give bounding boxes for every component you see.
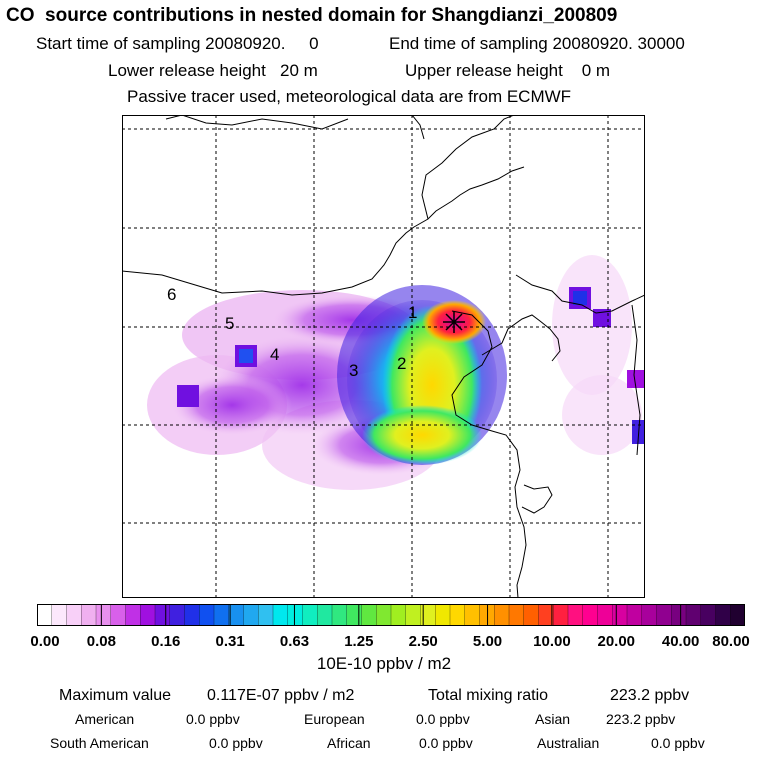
colorbar-tick-label: 10.00 <box>533 633 571 650</box>
colorbar-cell <box>331 604 348 626</box>
region-european-value: 0.0 ppbv <box>416 711 470 727</box>
max-value-label: Maximum value <box>59 687 172 704</box>
colorbar-cell <box>700 604 717 626</box>
colorbar-cell <box>95 604 112 626</box>
grid-lines <box>122 115 645 598</box>
map-marker-1: 1 <box>408 303 417 322</box>
region-american-value: 0.0 ppbv <box>186 711 240 727</box>
colorbar-cell <box>346 604 363 626</box>
region-australian-label: Australian <box>537 735 600 751</box>
colorbar-cell <box>508 604 525 626</box>
colorbar-cells <box>37 604 745 626</box>
colorbar-cell <box>685 604 702 626</box>
colorbar-cell <box>567 604 584 626</box>
region-australian-value: 0.0 ppbv <box>651 735 705 751</box>
colorbar-tick-label: 2.50 <box>408 633 438 650</box>
colorbar-tick-label: 20.00 <box>597 633 636 650</box>
map-marker-2: 2 <box>397 354 406 373</box>
colorbar-tick-label: 1.25 <box>344 633 374 650</box>
colorbar-cell <box>81 604 97 626</box>
colorbar-cell <box>199 604 215 626</box>
colorbar-cell <box>228 604 245 626</box>
map-marker-3: 3 <box>349 361 358 380</box>
colorbar-cell <box>110 604 127 626</box>
colorbar-cell <box>66 604 82 626</box>
colorbar-cell <box>656 604 672 626</box>
colorbar-cell <box>37 604 53 626</box>
colorbar <box>37 604 745 626</box>
colorbar-tick-label: 0.16 <box>151 633 181 650</box>
source-contribution-map: 1 2 3 4 5 6 <box>122 115 645 598</box>
colorbar-cell <box>272 604 289 626</box>
colorbar-cell <box>258 604 274 626</box>
map-marker-6: 6 <box>167 285 176 304</box>
colorbar-cell <box>494 604 510 626</box>
lower-release-label: Lower release height 20 m <box>108 61 318 80</box>
end-time-label: End time of sampling 20080920. 30000 <box>389 34 685 53</box>
colorbar-cell <box>184 604 200 626</box>
colorbar-cell <box>715 604 731 626</box>
region-south-american-value: 0.0 ppbv <box>209 735 263 751</box>
colorbar-cell <box>243 604 259 626</box>
map-frame <box>122 115 645 598</box>
region-american-label: American <box>75 711 135 727</box>
colorbar-cell <box>435 604 451 626</box>
colorbar-cell <box>140 604 156 626</box>
region-south-american-label: South American <box>50 735 149 751</box>
coastline-borders <box>122 115 645 598</box>
start-time-label: Start time of sampling 20080920. 0 <box>36 34 319 53</box>
total-mixing-value: 223.2 ppbv <box>610 687 690 704</box>
colorbar-cell <box>213 604 230 626</box>
colorbar-cell <box>154 604 171 626</box>
region-african-label: African <box>327 735 371 751</box>
colorbar-cell <box>317 604 333 626</box>
region-asian-label: Asian <box>535 711 571 727</box>
tracer-label: Passive tracer used, meteorological data… <box>127 87 572 106</box>
map-marker-5: 5 <box>225 314 234 333</box>
colorbar-cell <box>582 604 599 626</box>
colorbar-cell <box>390 604 407 626</box>
region-european-label: European <box>304 711 365 727</box>
colorbar-cell <box>523 604 540 626</box>
concentration-plume <box>147 255 645 490</box>
colorbar-cell <box>641 604 658 626</box>
colorbar-cell <box>51 604 68 626</box>
colorbar-cell <box>671 604 687 626</box>
colorbar-cell <box>597 604 613 626</box>
colorbar-tick-label: 0.00 <box>30 633 60 650</box>
colorbar-cell <box>730 604 745 626</box>
colorbar-cell <box>405 604 422 626</box>
region-asian-value: 223.2 ppbv <box>606 711 676 727</box>
colorbar-cell <box>553 604 569 626</box>
colorbar-tick-label: 0.31 <box>215 633 245 650</box>
plot-title: CO source contributions in nested domain… <box>6 5 618 26</box>
upper-release-label: Upper release height 0 m <box>405 61 611 80</box>
colorbar-cell <box>361 604 377 626</box>
colorbar-tick-label: 40.00 <box>661 633 700 650</box>
region-african-value: 0.0 ppbv <box>419 735 473 751</box>
colorbar-cell <box>464 604 481 626</box>
colorbar-cell <box>449 604 466 626</box>
colorbar-cell <box>169 604 186 626</box>
colorbar-cell <box>376 604 392 626</box>
colorbar-cell <box>287 604 304 626</box>
colorbar-tick-label: 5.00 <box>472 633 503 650</box>
colorbar-cell <box>626 604 643 626</box>
colorbar-cell <box>302 604 318 626</box>
max-value: 0.117E-07 ppbv / m2 <box>207 687 355 704</box>
colorbar-cell <box>612 604 628 626</box>
colorbar-cell <box>125 604 141 626</box>
colorbar-tick-label: 0.08 <box>86 633 116 650</box>
map-marker-4: 4 <box>270 345 279 364</box>
colorbar-tick-label: 80.00 <box>712 633 750 650</box>
colorbar-tick-label: 0.63 <box>279 633 310 650</box>
station-marker <box>443 311 465 333</box>
total-mixing-label: Total mixing ratio <box>428 687 549 704</box>
colorbar-units: 10E-10 ppbv / m2 <box>316 654 452 673</box>
